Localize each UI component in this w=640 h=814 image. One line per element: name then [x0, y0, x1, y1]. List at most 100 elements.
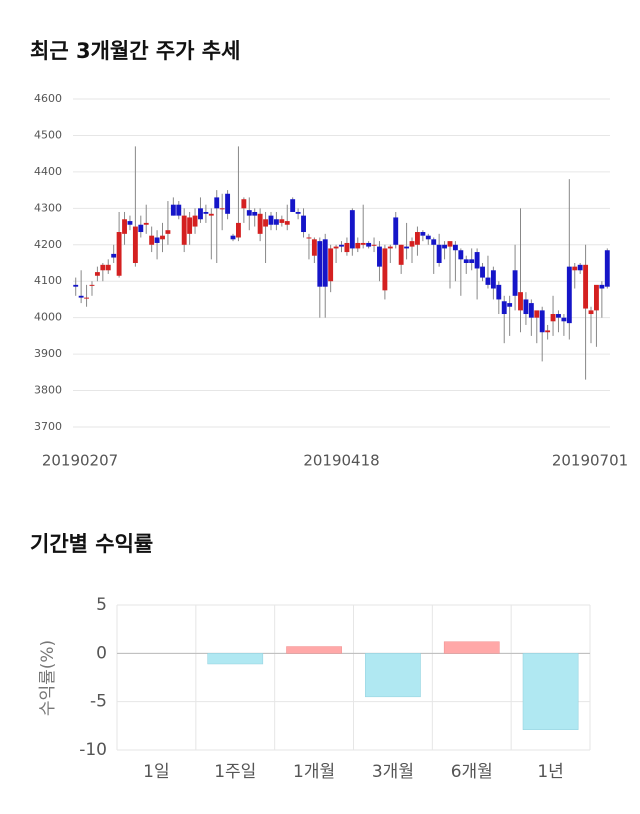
y-tick-label: 0	[96, 643, 107, 663]
candle-body	[84, 297, 90, 299]
candle-body	[393, 217, 399, 245]
candle-body	[246, 210, 252, 216]
candle-body	[273, 219, 279, 225]
candle-body	[311, 239, 317, 256]
candle-body	[550, 314, 556, 322]
candle-body	[604, 250, 610, 287]
bar	[443, 641, 500, 654]
x-tick-label: 3개월	[372, 762, 414, 782]
y-tick-label: 4000	[34, 311, 62, 324]
candle-body	[523, 299, 529, 315]
x-tick-label: 20190207	[42, 452, 118, 470]
candle-body	[317, 241, 323, 287]
y-tick-label: 4600	[34, 92, 62, 105]
y-tick-label: 4400	[34, 165, 62, 178]
candle-body	[290, 199, 296, 212]
y-tick-label: -5	[90, 692, 107, 712]
candle-body	[73, 284, 79, 287]
x-tick-label: 1개월	[293, 762, 335, 782]
candle-body	[138, 224, 144, 233]
candle-body	[268, 215, 274, 225]
y-tick-label: 3800	[34, 384, 62, 397]
candle-body	[561, 317, 567, 322]
x-tick-label: 1주일	[214, 762, 256, 782]
x-tick-label: 20190418	[303, 452, 379, 470]
candle-body	[203, 211, 209, 214]
candle-body	[463, 259, 469, 263]
y-tick-label: 3700	[34, 420, 62, 433]
candle-body	[111, 253, 117, 258]
candle-body	[490, 270, 496, 289]
chart-title: 기간별 수익률	[30, 532, 153, 556]
y-tick-label: 4500	[34, 128, 62, 141]
x-tick-label: 6개월	[451, 762, 493, 782]
candle-body	[583, 264, 589, 309]
candle-body	[192, 215, 198, 227]
candle-body	[344, 242, 350, 253]
candle-body	[235, 222, 241, 238]
candle-body	[257, 213, 263, 234]
candle-body	[447, 241, 453, 247]
y-tick-label: -10	[79, 740, 107, 760]
candle-body	[263, 219, 269, 227]
candle-body	[414, 232, 420, 245]
candle-body	[593, 284, 599, 311]
candle-body	[328, 248, 334, 282]
candle-body	[512, 270, 518, 296]
candle-body	[214, 197, 220, 209]
candle-body	[355, 242, 361, 249]
x-tick-label: 20190701	[552, 452, 628, 470]
candle-body	[306, 237, 312, 239]
candle-body	[382, 248, 388, 291]
candle-body	[252, 211, 258, 216]
candle-body	[387, 246, 393, 249]
candle-body	[181, 215, 187, 245]
candle-body	[496, 284, 502, 300]
candle-body	[105, 264, 111, 271]
candle-body	[165, 230, 171, 234]
candle-body	[507, 303, 513, 307]
candle-body	[398, 244, 404, 265]
bar	[207, 653, 264, 665]
candle-body	[322, 239, 328, 287]
candle-body	[132, 226, 138, 263]
candle-body	[187, 217, 193, 234]
candle-body	[170, 204, 176, 216]
candle-body	[452, 244, 458, 251]
candle-body	[534, 310, 540, 318]
candle-body	[436, 244, 442, 263]
candle-body	[404, 246, 410, 249]
candle-body	[566, 266, 572, 324]
candle-body	[143, 222, 149, 225]
candle-body	[154, 237, 160, 243]
candle-body	[539, 310, 545, 333]
candle-body	[501, 301, 507, 315]
candle-body	[176, 204, 182, 216]
candle-body	[431, 239, 437, 245]
candle-body	[149, 235, 155, 245]
candle-body	[371, 244, 377, 246]
y-tick-label: 4200	[34, 238, 62, 251]
y-tick-label: 3900	[34, 347, 62, 360]
candle-body	[339, 244, 344, 247]
candle-body	[284, 221, 290, 225]
candle-body	[89, 284, 95, 286]
candle-body	[480, 266, 485, 278]
candle-body	[528, 303, 534, 318]
candle-body	[518, 292, 523, 311]
candle-body	[301, 215, 306, 233]
candle-body	[545, 330, 551, 333]
candle-body	[241, 199, 247, 209]
candle-body	[160, 235, 165, 240]
candle-body	[572, 266, 578, 271]
bar	[365, 653, 421, 698]
candle-body	[442, 244, 448, 249]
candle-body	[485, 277, 491, 285]
candle-body	[409, 241, 415, 247]
candle-body	[366, 242, 372, 247]
candle-body	[458, 250, 464, 260]
candle-body	[349, 210, 355, 249]
x-tick-label: 1일	[143, 762, 169, 782]
bar	[286, 646, 342, 654]
candle-body	[219, 208, 225, 210]
